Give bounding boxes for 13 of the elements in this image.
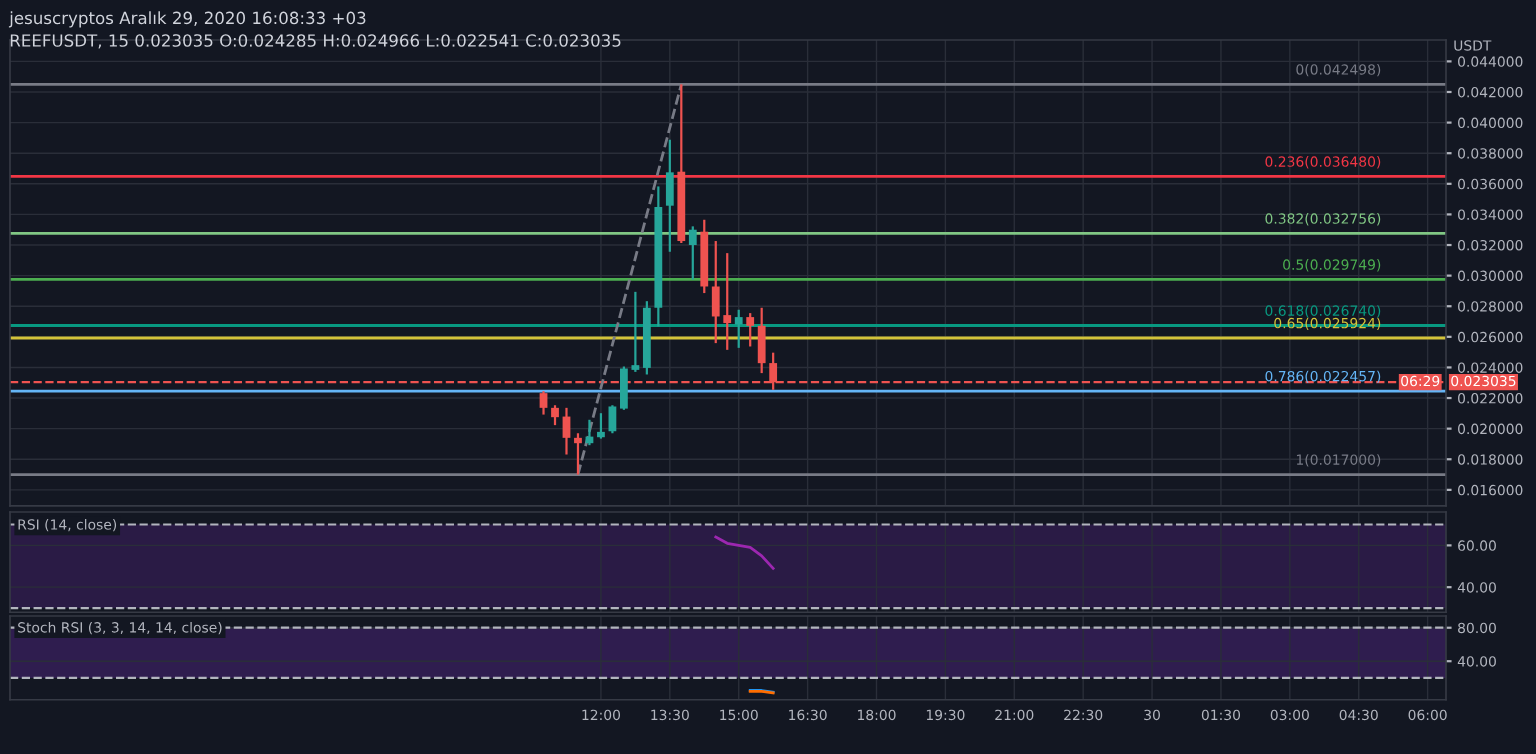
candlestick: [574, 432, 582, 476]
candlestick: [539, 390, 548, 416]
candlestick: [688, 225, 697, 281]
line-series: [714, 535, 775, 570]
candlestick: [757, 306, 766, 375]
candlestick: [665, 138, 674, 253]
chart-subtitle: REEFUSDT, 15 0.023035 O:0.024285 H:0.024966 L:0.022541 C:0.023035: [10, 34, 621, 49]
candlestick: [734, 308, 743, 349]
candlestick: [746, 312, 755, 348]
chart-title: jesuscryptos Aralık 29, 2020 16:08:33 +03: [8, 11, 366, 28]
candlestick: [597, 412, 605, 440]
candlestick: [608, 404, 617, 435]
candlestick: [551, 404, 559, 427]
